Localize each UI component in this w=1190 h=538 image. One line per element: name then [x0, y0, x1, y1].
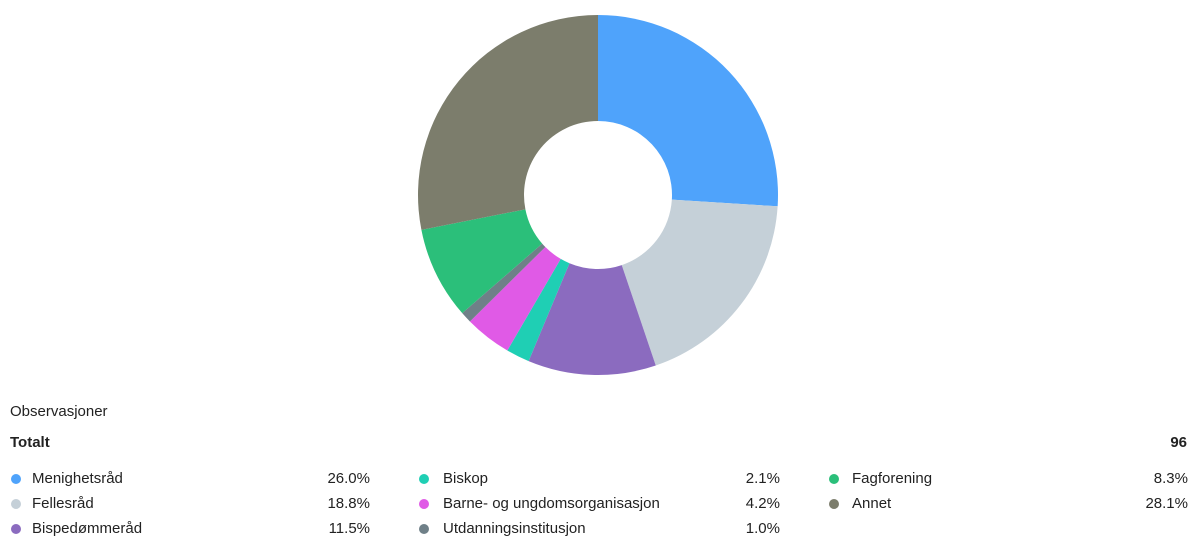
- legend-swatch: [11, 524, 21, 534]
- legend-label: Utdanningsinstitusjon: [443, 520, 586, 537]
- legend-value: 28.1%: [1145, 495, 1188, 512]
- legend-swatch: [11, 499, 21, 509]
- legend-label: Fagforening: [852, 470, 932, 487]
- donut-slice: [418, 15, 598, 230]
- donut-slice: [621, 199, 778, 366]
- legend-value: 26.0%: [327, 470, 370, 487]
- legend-swatch: [419, 474, 429, 484]
- donut-slice: [507, 258, 570, 362]
- legend-value: 1.0%: [746, 520, 780, 537]
- donut-slice: [528, 263, 656, 375]
- legend-label: Menighetsråd: [32, 470, 123, 487]
- donut-slice: [462, 243, 546, 322]
- total-value: 96: [1170, 434, 1187, 451]
- legend-swatch: [829, 499, 839, 509]
- legend-value: 11.5%: [329, 520, 370, 537]
- donut-slice: [598, 15, 778, 207]
- legend-label: Barne- og ungdomsorganisasjon: [443, 495, 660, 512]
- total-label: Totalt: [10, 434, 50, 451]
- legend-swatch: [419, 524, 429, 534]
- legend-swatch: [829, 474, 839, 484]
- donut-slice: [421, 209, 543, 314]
- legend-value: 4.2%: [746, 495, 780, 512]
- donut-slice: [469, 246, 561, 351]
- legend-swatch: [11, 474, 21, 484]
- legend-value: 8.3%: [1154, 470, 1188, 487]
- legend-value: 2.1%: [746, 470, 780, 487]
- legend-swatch: [419, 499, 429, 509]
- legend-label: Annet: [852, 495, 892, 512]
- legend-label: Fellesråd: [32, 495, 94, 512]
- legend-label: Biskop: [443, 470, 488, 487]
- legend-value: 18.8%: [327, 495, 370, 512]
- legend-label: Bispedømmeråd: [32, 520, 142, 537]
- observations-label: Observasjoner: [10, 403, 108, 420]
